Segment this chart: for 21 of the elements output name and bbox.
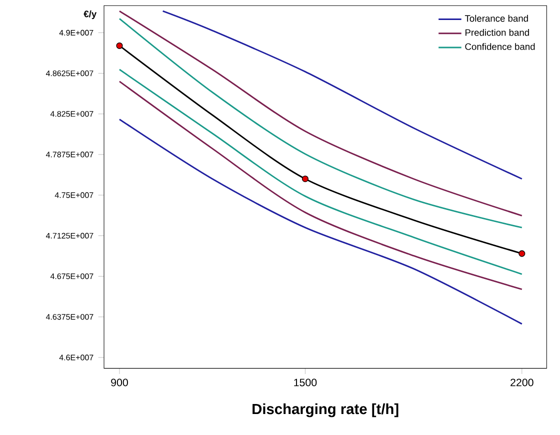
y-tick-label: 4.75E+007 bbox=[54, 192, 94, 198]
y-tick-label: 4.6E+007 bbox=[59, 354, 94, 360]
y-axis-title: €/y bbox=[84, 10, 97, 20]
x-axis-title: Discharging rate [t/h] bbox=[252, 403, 398, 418]
x-tick-label: 1500 bbox=[294, 378, 317, 386]
y-tick-label: 4.825E+007 bbox=[50, 111, 94, 117]
y-tick-label: 4.9E+007 bbox=[59, 30, 94, 36]
point bbox=[116, 42, 123, 49]
legend-label: Confidence band bbox=[465, 43, 535, 50]
x-tick-label: 2200 bbox=[510, 378, 534, 386]
line-series bbox=[118, 118, 523, 325]
y-tick-label: 4.8625E+007 bbox=[46, 70, 94, 76]
point bbox=[302, 176, 308, 182]
y-tick-label: 4.675E+007 bbox=[50, 273, 94, 280]
y-tick-label: 4.6375E+007 bbox=[46, 314, 94, 320]
x-tick-label: 900 bbox=[111, 378, 128, 386]
y-tick-label: 4.7875E+007 bbox=[46, 152, 94, 158]
point bbox=[518, 250, 526, 257]
legend-label: Prediction band bbox=[466, 28, 529, 36]
legend-label: Tolerance band bbox=[464, 14, 528, 22]
y-tick-label: 4.7125E+007 bbox=[46, 232, 94, 239]
